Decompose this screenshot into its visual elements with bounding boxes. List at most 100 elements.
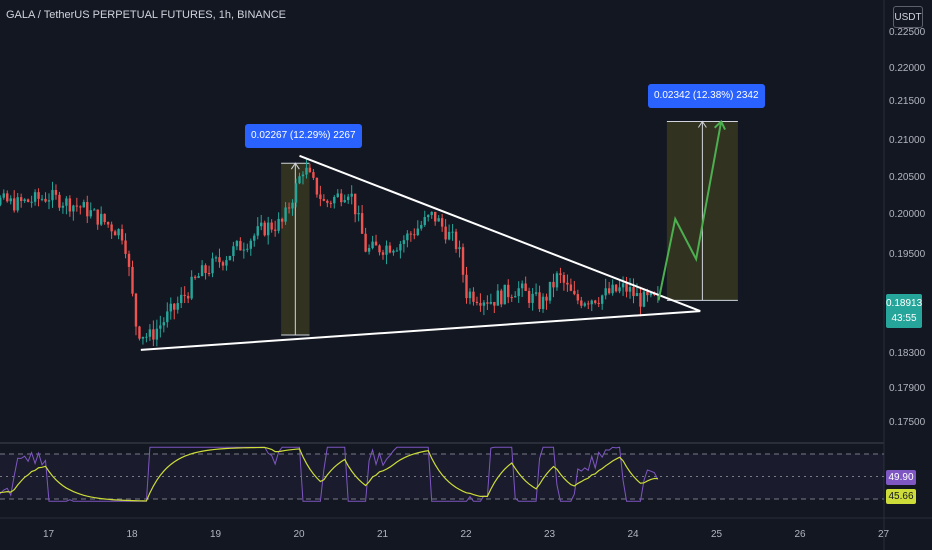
candle-body <box>604 288 607 296</box>
candle-body <box>127 253 131 267</box>
candle-body <box>30 201 33 203</box>
candle-body <box>392 250 395 253</box>
candle-body <box>416 228 419 236</box>
measure-boxes[interactable] <box>281 120 738 336</box>
candle-body <box>58 194 61 208</box>
candle-body <box>72 205 75 212</box>
candle-body <box>559 273 562 276</box>
candle-body <box>520 283 524 289</box>
candlestick-series <box>0 159 660 347</box>
candle-body <box>173 303 176 310</box>
candle-body <box>594 300 597 303</box>
candle-body <box>590 300 593 305</box>
candle-body <box>378 245 381 253</box>
candle-body <box>514 296 517 298</box>
candle-body <box>204 265 207 273</box>
candle-body <box>23 199 26 201</box>
price-tick-label: 0.18300 <box>889 348 926 359</box>
candle-body <box>13 198 16 211</box>
candle-body <box>479 302 482 306</box>
candle-body <box>152 329 155 340</box>
time-tick-label: 27 <box>878 529 890 540</box>
candle-body <box>423 217 426 225</box>
candle-body <box>51 190 54 201</box>
price-tick-label: 0.20000 <box>889 209 926 220</box>
candle-body <box>632 287 635 297</box>
callout-second: 0.02342 (12.38%) 2342 <box>648 84 765 108</box>
candle-body <box>106 222 110 225</box>
candle-body <box>597 302 600 304</box>
candle-body <box>444 226 447 240</box>
candle-body <box>538 292 541 310</box>
candle-body <box>451 231 454 233</box>
candle-body <box>486 302 489 304</box>
candle-body <box>235 240 239 247</box>
candle-body <box>298 176 301 184</box>
candle-body <box>312 172 315 178</box>
price-tick-label: 0.21000 <box>889 135 926 146</box>
rsi-pane <box>0 446 884 502</box>
candle-body <box>99 213 103 225</box>
candle-body <box>162 322 166 326</box>
candle-body <box>458 247 461 250</box>
triangle-lower-line <box>140 310 701 351</box>
price-tick-label: 0.17500 <box>889 417 926 428</box>
candle-body <box>47 200 51 202</box>
candle-body <box>440 218 444 227</box>
candle-body <box>430 211 433 216</box>
candle-body <box>193 276 197 278</box>
candle-body <box>141 336 145 339</box>
candle-body <box>68 198 72 212</box>
candle-body <box>548 281 552 301</box>
candle-body <box>82 202 85 208</box>
candle-body <box>385 245 388 255</box>
candle-body <box>534 292 538 294</box>
candle-body <box>524 283 527 291</box>
projection-path[interactable] <box>657 119 726 301</box>
candle-body <box>253 235 256 241</box>
candle-body <box>496 290 500 306</box>
candle-body <box>545 296 548 301</box>
candle-body <box>374 241 378 246</box>
candle-body <box>305 167 308 175</box>
projection-arrowhead <box>713 119 726 131</box>
candle-body <box>260 222 263 227</box>
candle-body <box>218 257 221 263</box>
candle-body <box>124 240 127 254</box>
candle-body <box>350 193 353 197</box>
candle-body <box>2 193 5 198</box>
currency-button[interactable]: USDT <box>893 6 923 28</box>
candle-body <box>367 248 371 252</box>
triangle-pattern[interactable] <box>140 154 701 351</box>
candle-body <box>353 193 357 215</box>
candle-body <box>239 240 242 251</box>
candle-body <box>573 290 576 295</box>
candle-body <box>607 288 611 294</box>
callout-first: 0.02267 (12.29%) 2267 <box>245 124 362 148</box>
candle-body <box>117 229 120 236</box>
candle-body <box>552 281 555 288</box>
candle-body <box>33 192 37 202</box>
candle-body <box>180 294 183 304</box>
candle-body <box>433 211 437 222</box>
candle-body <box>120 229 124 241</box>
time-tick-label: 19 <box>210 529 222 540</box>
triangle-upper-line <box>299 154 701 313</box>
candle-body <box>159 325 162 329</box>
candle-body <box>507 284 510 298</box>
candle-body <box>468 291 472 299</box>
candle-body <box>291 202 294 209</box>
candle-body <box>263 222 266 236</box>
candle-body <box>266 222 270 236</box>
candle-body <box>322 198 326 201</box>
symbol-title[interactable]: GALA / TetherUS PERPETUAL FUTURES, 1h, B… <box>6 9 286 21</box>
candle-body <box>580 300 583 306</box>
candle-body <box>54 190 58 195</box>
candle-body <box>16 197 19 211</box>
candle-body <box>635 293 639 297</box>
candle-body <box>611 284 614 294</box>
candle-body <box>277 218 280 231</box>
time-tick-label: 20 <box>293 529 305 540</box>
candle-body <box>138 326 141 339</box>
